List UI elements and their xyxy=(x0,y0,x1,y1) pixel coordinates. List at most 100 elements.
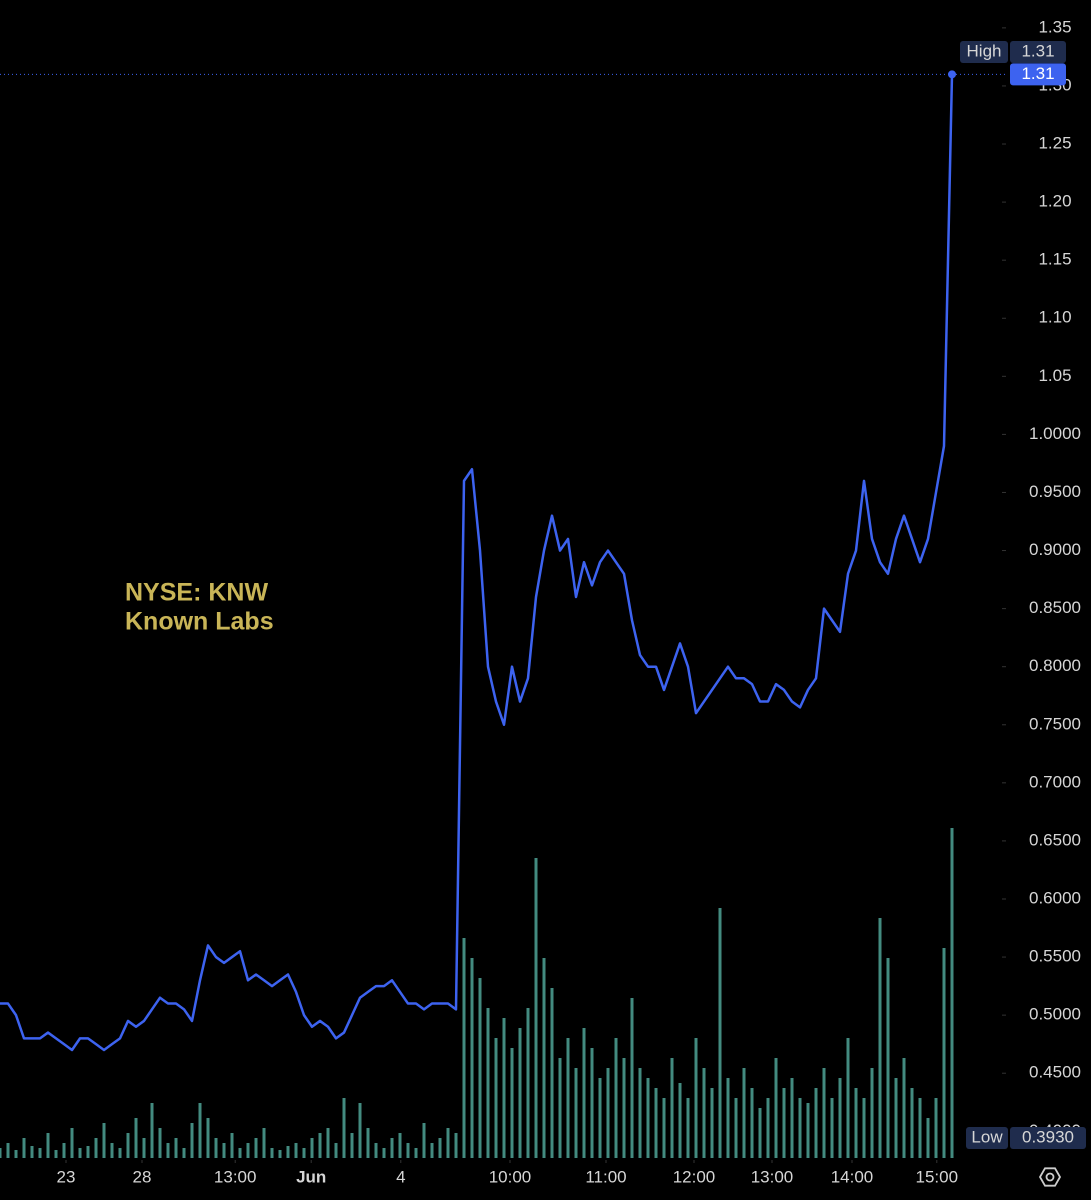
x-tick-label: 14:00 xyxy=(831,1167,874,1186)
y-tick-label: 0.9500 xyxy=(1029,482,1081,501)
volume-bar xyxy=(54,1150,58,1158)
volume-bar xyxy=(494,1038,498,1158)
volume-bar xyxy=(526,1008,530,1158)
volume-bar xyxy=(582,1028,586,1158)
x-tick-label: 15:00 xyxy=(916,1167,959,1186)
volume-bar xyxy=(590,1048,594,1158)
volume-bar xyxy=(878,918,882,1158)
volume-bar xyxy=(950,828,954,1158)
volume-bar xyxy=(622,1058,626,1158)
volume-bar xyxy=(0,1148,2,1158)
high-value: 1.31 xyxy=(1021,41,1054,60)
y-tick-label: 0.8000 xyxy=(1029,656,1081,675)
volume-bar xyxy=(806,1103,810,1158)
volume-bar xyxy=(70,1128,74,1158)
volume-bar xyxy=(870,1068,874,1158)
y-tick-label: 1.25 xyxy=(1038,134,1071,153)
volume-bar xyxy=(630,998,634,1158)
volume-bar xyxy=(942,948,946,1158)
volume-bar xyxy=(198,1103,202,1158)
volume-bar xyxy=(886,958,890,1158)
annotation: Known Labs xyxy=(125,608,274,636)
volume-bar xyxy=(894,1078,898,1158)
annotation: NYSE: KNW xyxy=(125,579,268,607)
volume-bar xyxy=(174,1138,178,1158)
volume-bar xyxy=(678,1083,682,1158)
volume-bar xyxy=(222,1143,226,1158)
axis: 1.351.301.251.201.151.101.051.00000.9500… xyxy=(57,17,1081,1186)
volume-bar xyxy=(302,1148,306,1158)
volume-bar xyxy=(734,1098,738,1158)
volume-bar xyxy=(486,1008,490,1158)
volume-bar xyxy=(414,1148,418,1158)
volume-bar xyxy=(814,1088,818,1158)
volume-bar xyxy=(366,1128,370,1158)
volume-bar xyxy=(214,1138,218,1158)
volume-bar xyxy=(206,1118,210,1158)
icon-hex xyxy=(1038,1167,1062,1187)
volume-bar xyxy=(62,1143,66,1158)
volume-bar xyxy=(390,1138,394,1158)
settings-icon[interactable] xyxy=(1038,1167,1062,1187)
volume-bar xyxy=(838,1078,842,1158)
y-tick-label: 0.7500 xyxy=(1029,714,1081,733)
volume-bar xyxy=(742,1068,746,1158)
icon-dot xyxy=(1045,1172,1055,1182)
volume-bar xyxy=(542,958,546,1158)
volume-bar xyxy=(790,1078,794,1158)
last-point xyxy=(948,70,956,79)
volume-bar xyxy=(726,1078,730,1158)
volume-bar xyxy=(286,1146,290,1158)
volume-bar xyxy=(662,1098,666,1158)
volume-bar xyxy=(558,1058,562,1158)
volume-bar xyxy=(78,1148,82,1158)
volume-bar xyxy=(22,1138,26,1158)
x-tick-label: 23 xyxy=(57,1167,76,1186)
volume-bar xyxy=(766,1098,770,1158)
volume-bar xyxy=(310,1138,314,1158)
volume-bar xyxy=(262,1128,266,1158)
volume-bar xyxy=(926,1118,930,1158)
volume-bar xyxy=(782,1088,786,1158)
volume-bar xyxy=(94,1138,98,1158)
last-value: 1.31 xyxy=(1021,64,1054,83)
volume-bar xyxy=(166,1143,170,1158)
volume-bar xyxy=(382,1148,386,1158)
volume-bar xyxy=(230,1133,234,1158)
y-tick-label: 0.7000 xyxy=(1029,772,1081,791)
y-tick-label: 0.4500 xyxy=(1029,1063,1081,1082)
volume-bar xyxy=(774,1058,778,1158)
volume-bar xyxy=(510,1048,514,1158)
volume-bar xyxy=(598,1078,602,1158)
x-tick-label: 28 xyxy=(133,1167,152,1186)
volume-bar xyxy=(374,1143,378,1158)
x-tick-label: 4 xyxy=(396,1167,405,1186)
volume-bar xyxy=(342,1098,346,1158)
y-tick-label: 0.6500 xyxy=(1029,830,1081,849)
volume-bar xyxy=(902,1058,906,1158)
volume-bar xyxy=(934,1098,938,1158)
y-tick-label: 0.6000 xyxy=(1029,888,1081,907)
plot xyxy=(0,74,954,1052)
price-line xyxy=(0,74,954,1052)
y-tick-label: 0.5000 xyxy=(1029,1005,1081,1024)
volume-bar xyxy=(654,1088,658,1158)
volume-bar xyxy=(422,1123,426,1158)
x-tick-label: 13:00 xyxy=(214,1167,257,1186)
volume-bar xyxy=(750,1088,754,1158)
low-label: Low xyxy=(971,1127,1003,1146)
x-tick-label: 11:00 xyxy=(585,1167,626,1186)
low-value: 0.3930 xyxy=(1022,1127,1074,1146)
volume-bar xyxy=(518,1028,522,1158)
volume-bar xyxy=(910,1088,914,1158)
volume-bar xyxy=(190,1123,194,1158)
volume-bar xyxy=(318,1133,322,1158)
volume-bar xyxy=(254,1138,258,1158)
x-tick-label: 13:00 xyxy=(751,1167,794,1186)
volume-bar xyxy=(478,978,482,1158)
volume-bar xyxy=(270,1148,274,1158)
volume-bar xyxy=(246,1143,250,1158)
volume-bar xyxy=(454,1133,458,1158)
volume-bar xyxy=(798,1098,802,1158)
